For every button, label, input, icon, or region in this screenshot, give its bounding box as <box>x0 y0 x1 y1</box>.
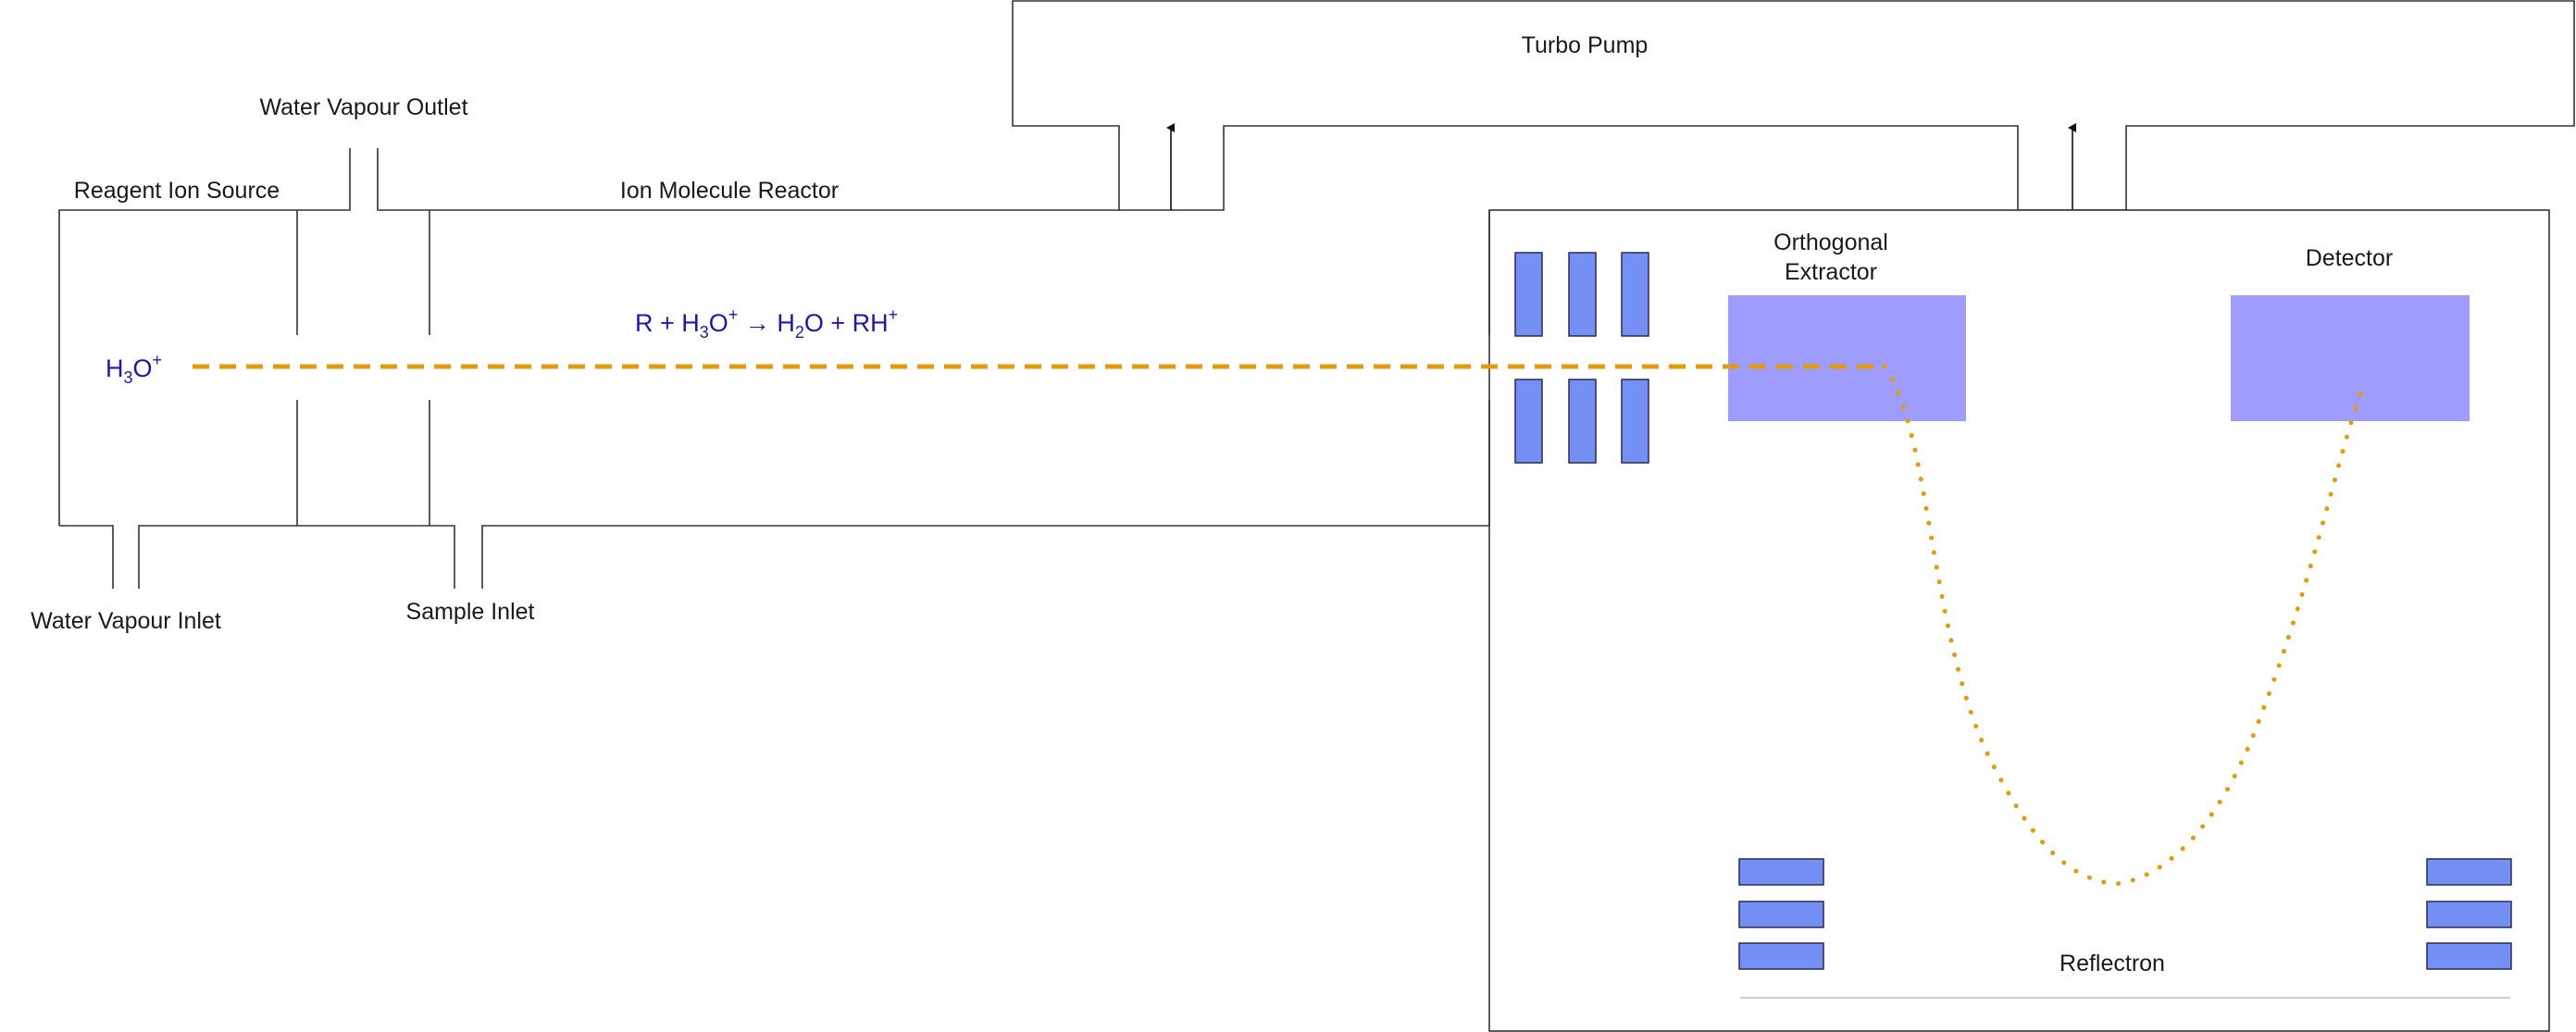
ion-molecule-reactor-label: Ion Molecule Reactor <box>620 178 839 204</box>
orthogonal-extractor-label-line1: Orthogonal <box>1773 230 1888 255</box>
reflectron-plates <box>1738 858 2512 970</box>
turbo-pump-label: Turbo Pump <box>1522 32 1649 58</box>
ion-lens-plates <box>1514 252 1649 464</box>
turbo-pump-housing <box>1012 0 2575 211</box>
water-vapour-inlet-label: Water Vapour Inlet <box>31 608 221 634</box>
reagent-ion-source-label: Reagent Ion Source <box>74 178 280 204</box>
detector-box <box>2231 295 2470 421</box>
internal-dividers <box>296 210 1490 526</box>
orthogonal-extractor-label-line2: Extractor <box>1785 259 1877 285</box>
drift-tube-bottom-wall <box>59 525 1489 589</box>
ion-label: H3O+ <box>106 351 162 387</box>
reflectron-label: Reflectron <box>2060 951 2165 976</box>
water-vapour-outlet-label: Water Vapour Outlet <box>259 94 467 120</box>
drift-tube-top-wall <box>58 148 1119 526</box>
detector-label: Detector <box>2306 245 2393 271</box>
sample-inlet-label: Sample Inlet <box>406 599 535 625</box>
reaction-equation: R + H3O+ → H2O + RH+ <box>635 305 898 342</box>
orthogonal-extractor-box <box>1728 295 1966 421</box>
